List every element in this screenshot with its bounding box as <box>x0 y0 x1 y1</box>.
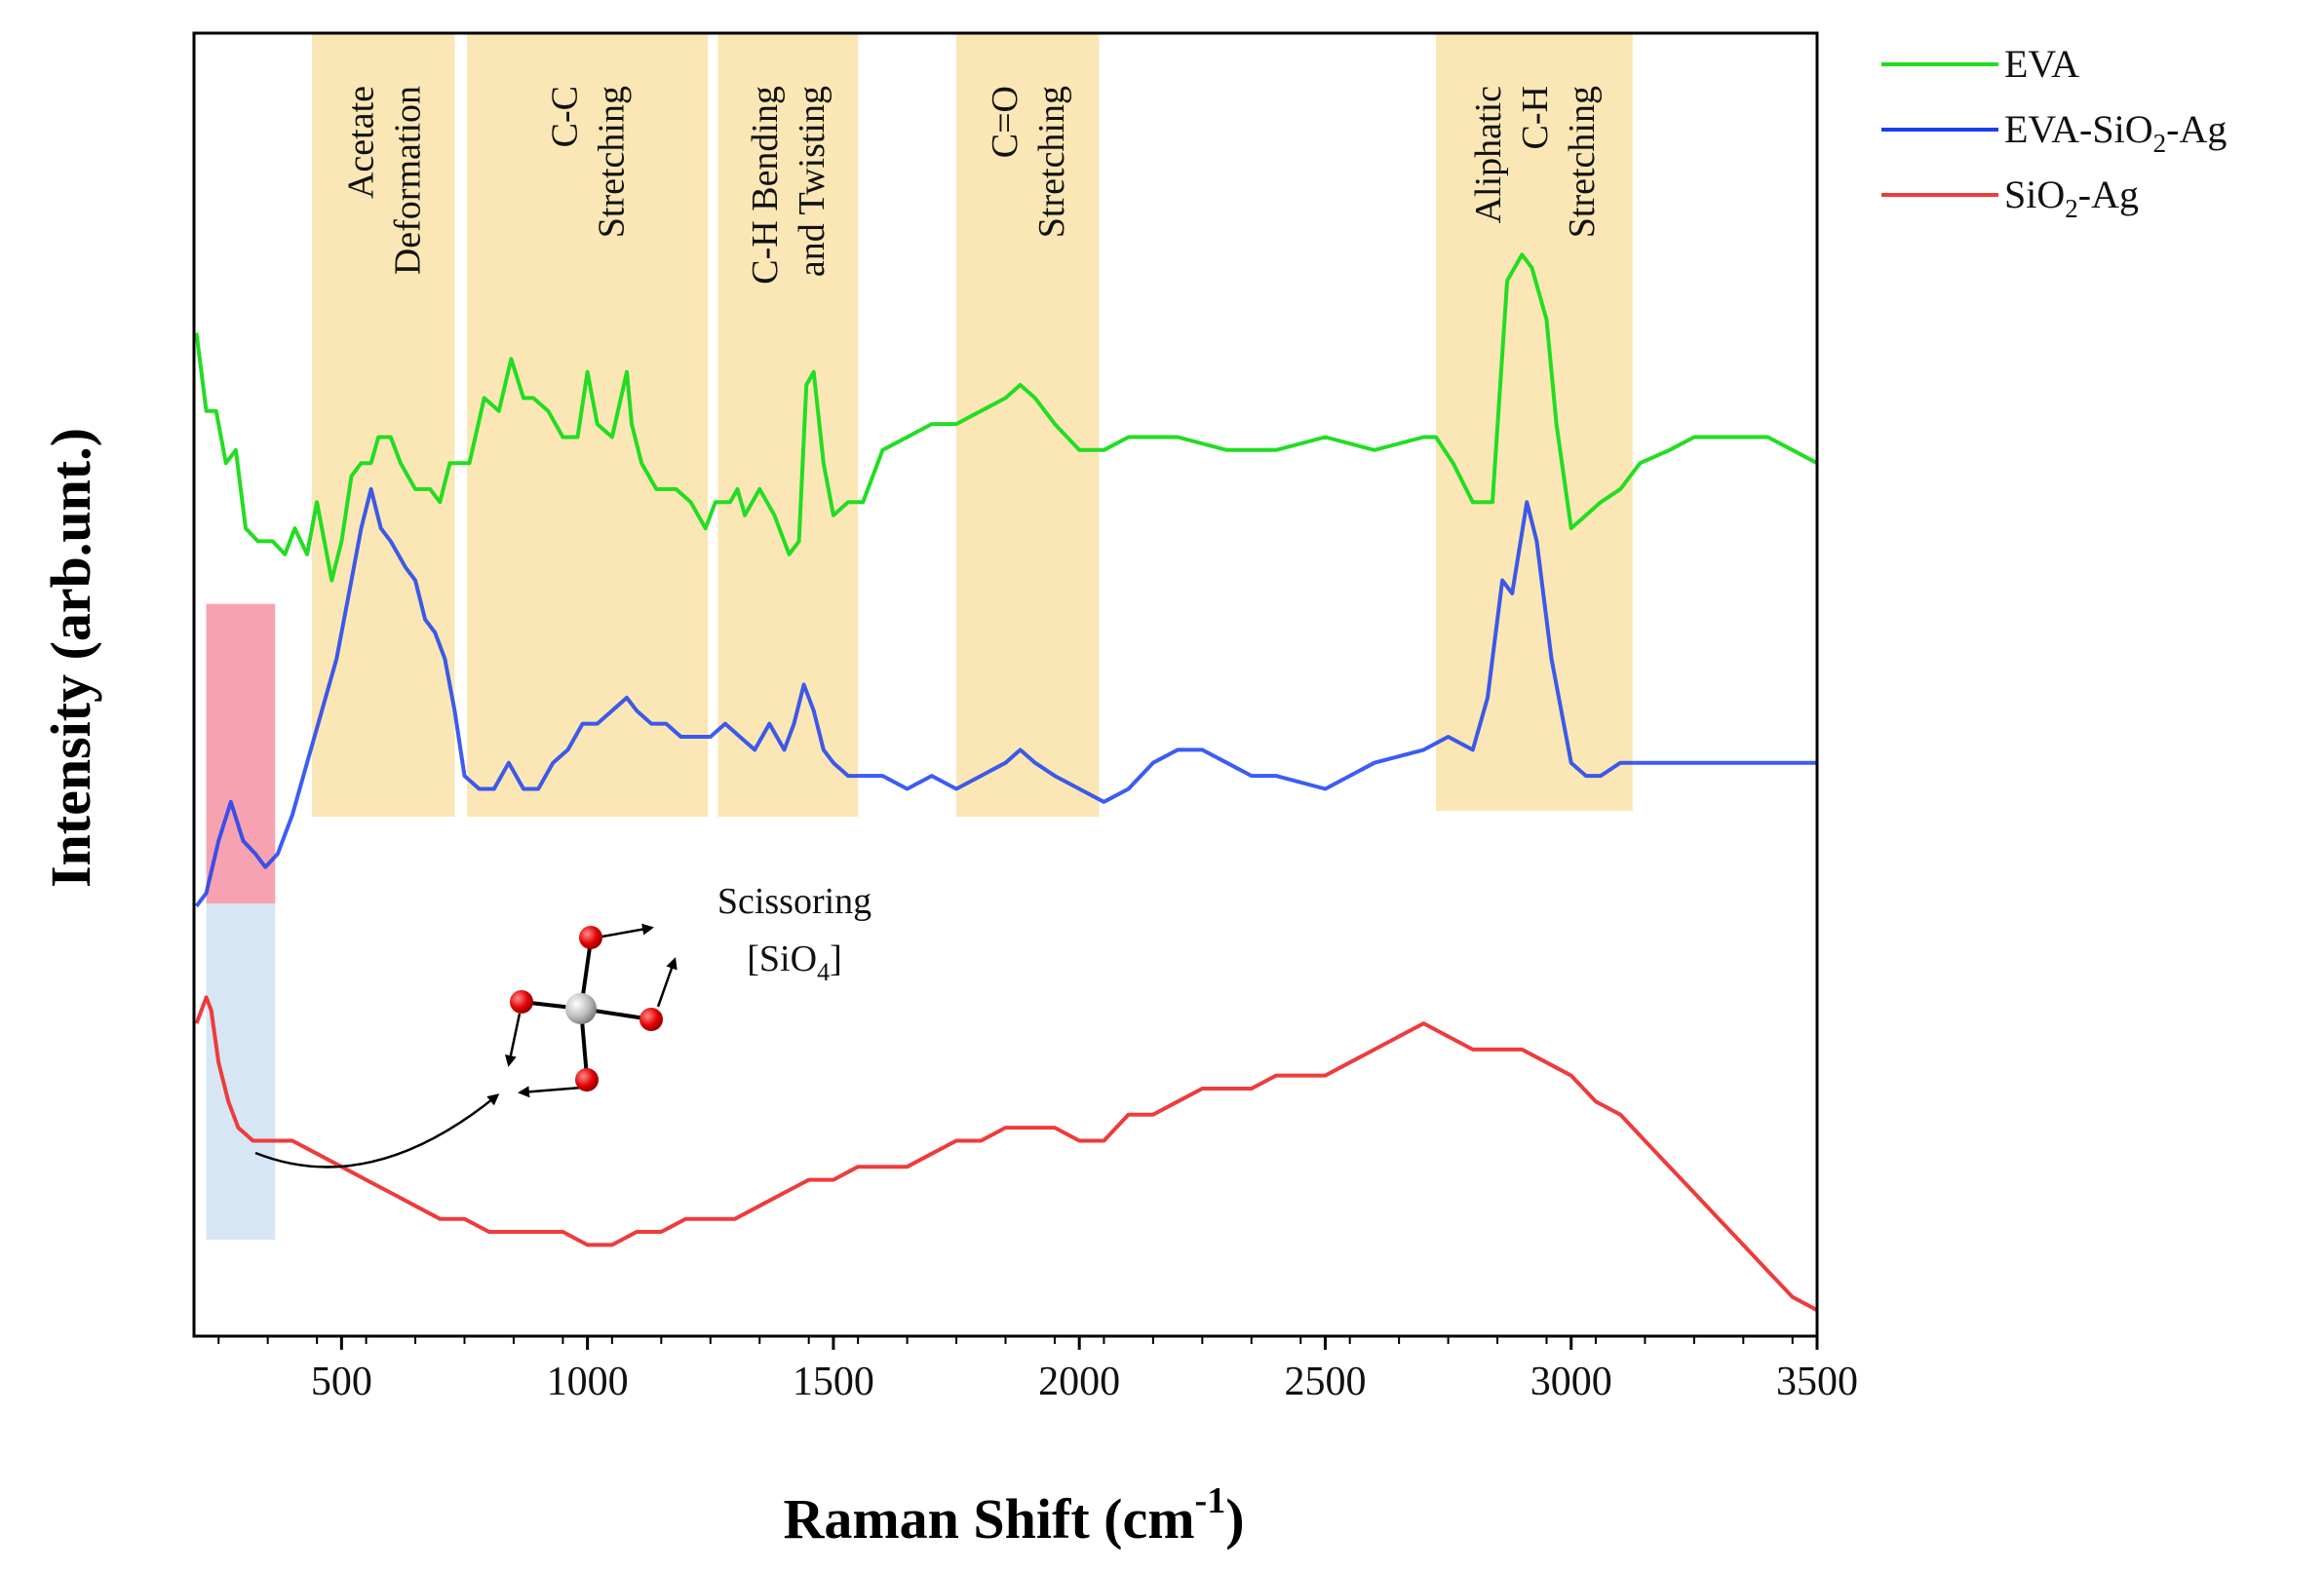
band-4 <box>1435 33 1633 811</box>
band-label-1-0: C-C <box>545 86 586 147</box>
highlight-box-1 <box>206 903 276 1241</box>
legend-label-0: EVA <box>2004 42 2079 86</box>
x-tick-label-4: 2500 <box>1284 1360 1366 1404</box>
x-tick-label-2: 1500 <box>793 1360 874 1404</box>
x-axis-ticks: 500 1000 1500 2000 2500 3000 3500 <box>217 1336 1858 1404</box>
x-tick-label-5: 3000 <box>1530 1360 1612 1404</box>
band-layer <box>206 33 1633 1241</box>
band-label-4-1: C-H <box>1515 86 1556 149</box>
band-1 <box>467 33 709 817</box>
x-axis-title: Raman Shift (cm-1) <box>783 1480 1244 1551</box>
x-tick-label-0: 500 <box>311 1360 372 1404</box>
band-label-3-0: C=O <box>985 86 1026 158</box>
series-line-2 <box>194 995 1818 1313</box>
band-2 <box>717 33 859 817</box>
x-tick-label-6: 3500 <box>1776 1360 1858 1404</box>
legend: EVA EVA-SiO2-Ag SiO2-Ag <box>1881 42 2227 223</box>
legend-label-1: EVA-SiO2-Ag <box>2004 107 2227 158</box>
y-axis-title: Intensity (arb.unt.) <box>39 428 102 888</box>
highlight-box-0 <box>206 603 276 904</box>
series-line-0 <box>194 252 1818 583</box>
band-label-3-1: Stretching <box>1031 86 1072 238</box>
band-label-4-0: Aliphatic <box>1468 86 1509 223</box>
band-label-0-1: Deformation <box>387 86 428 275</box>
sio4-molecule-icon <box>254 923 678 1169</box>
x-tick-label-1: 1000 <box>547 1360 629 1404</box>
band-0 <box>312 33 455 817</box>
band-label-4-2: Stretching <box>1562 86 1603 238</box>
annotation-line-2: [SiO4] <box>747 939 841 986</box>
series-layer <box>194 252 1818 1313</box>
series-line-1 <box>194 486 1817 908</box>
band-label-layer: Acetate Deformation C-C Stretching C-H Bendi… <box>340 86 1603 285</box>
curved-arrow <box>254 1093 500 1169</box>
band-label-0-0: Acetate <box>340 86 381 199</box>
band-label-2-0: C-H Bending <box>745 86 786 285</box>
band-3 <box>956 33 1100 817</box>
band-label-2-1: and Twisting <box>792 86 833 277</box>
legend-label-2: SiO2-Ag <box>2004 172 2139 223</box>
annotation-line-1: Scissoring <box>717 881 872 922</box>
band-label-1-1: Stretching <box>592 86 633 238</box>
x-tick-label-3: 2000 <box>1038 1360 1120 1404</box>
